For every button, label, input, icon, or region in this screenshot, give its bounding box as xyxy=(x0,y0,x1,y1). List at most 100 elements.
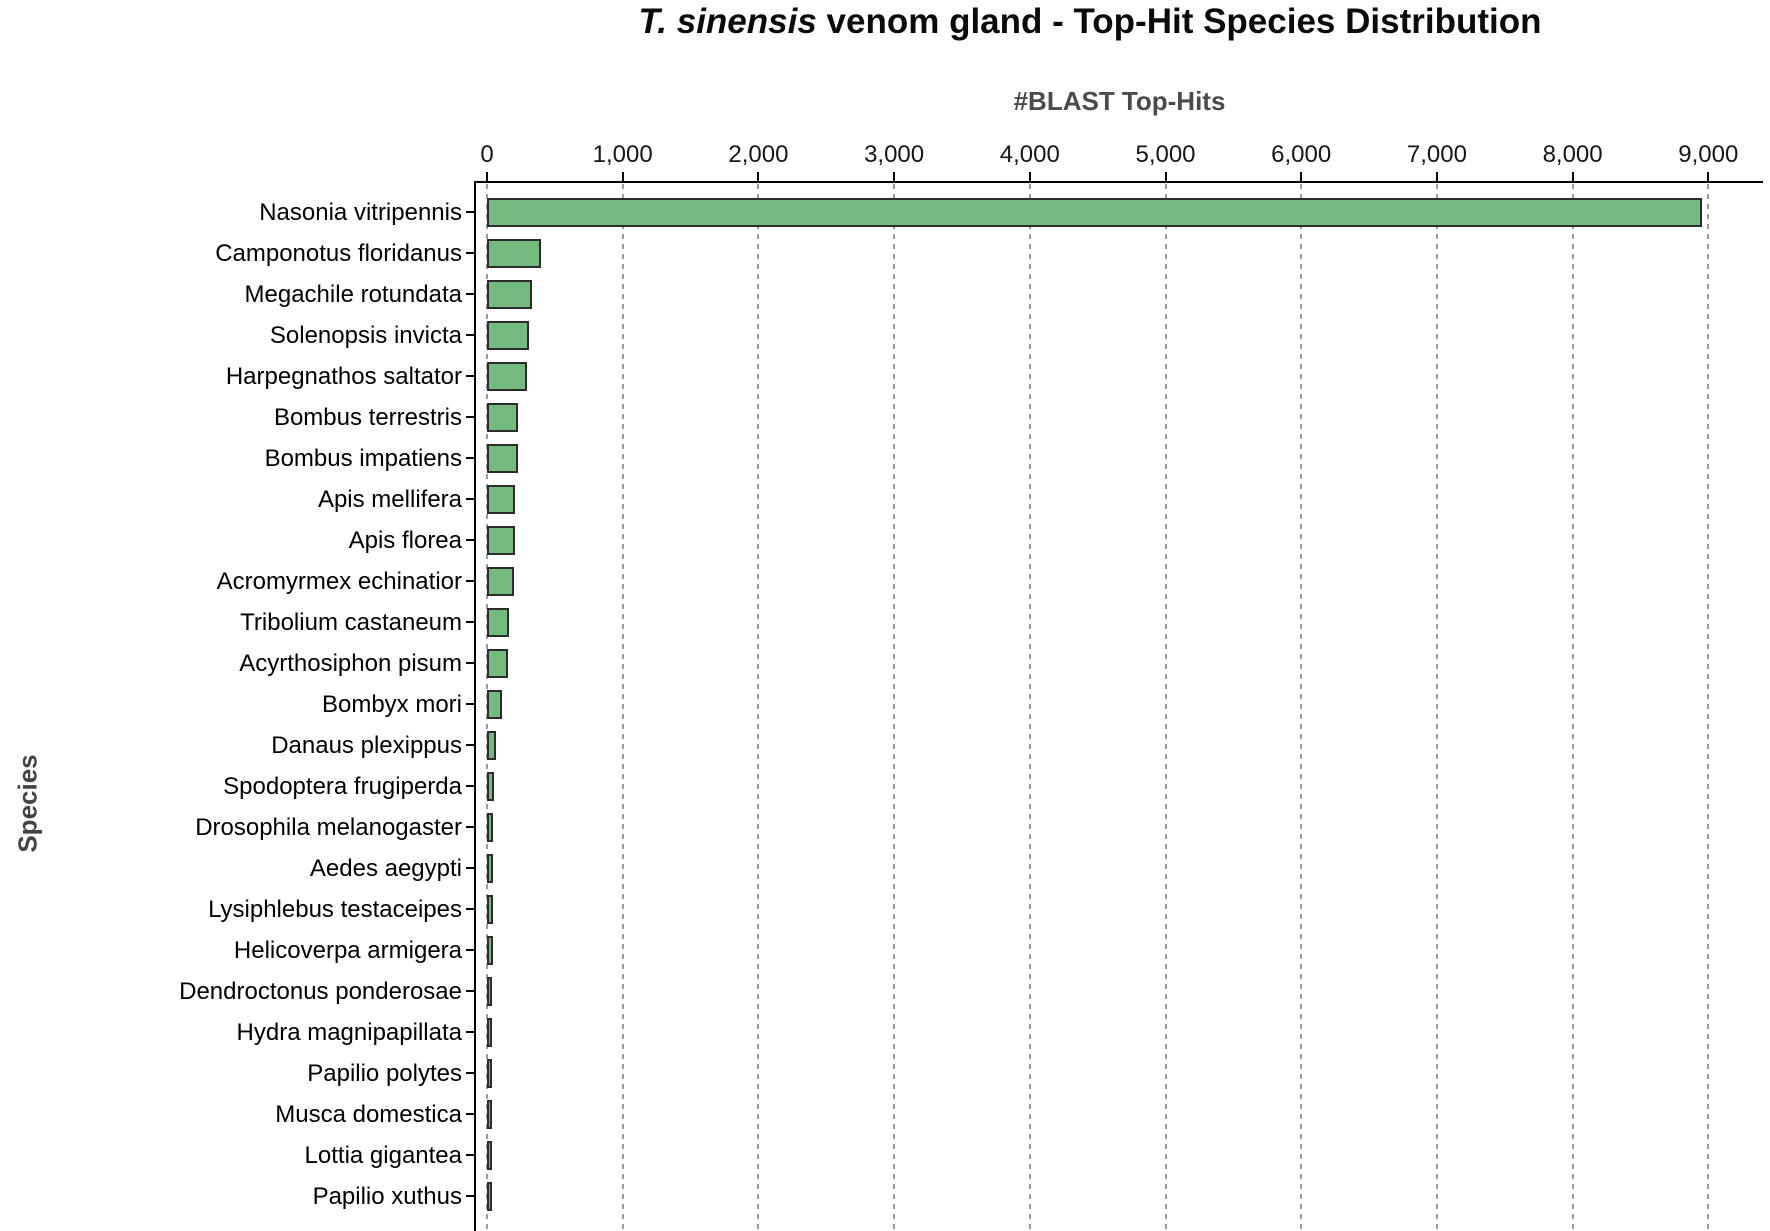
x-tick-mark xyxy=(1164,172,1167,181)
x-tick-mark xyxy=(1435,172,1438,181)
gridline xyxy=(757,184,760,1231)
y-tick-mark xyxy=(466,580,474,582)
gridline xyxy=(1707,184,1710,1231)
y-tick-mark xyxy=(466,703,474,705)
y-tick-mark xyxy=(466,252,474,254)
chart-title-rest: venom gland - Top-Hit Species Distributi… xyxy=(816,2,1542,41)
gridline xyxy=(621,184,624,1231)
bar xyxy=(487,689,502,719)
x-tick-label: 4,000 xyxy=(999,141,1060,168)
bar xyxy=(487,894,493,924)
species-label: Danaus plexippus xyxy=(271,731,462,759)
x-tick-label: 3,000 xyxy=(864,141,925,168)
bar xyxy=(487,402,519,432)
species-label: Lottia gigantea xyxy=(304,1141,462,1169)
bar xyxy=(487,1017,492,1047)
bar xyxy=(487,1099,492,1129)
chart-title-species-name: T. sinensis xyxy=(638,2,817,41)
x-tick-mark xyxy=(757,172,760,181)
bar xyxy=(487,853,493,883)
bar xyxy=(487,238,541,268)
x-tick-mark xyxy=(1028,172,1031,181)
bar xyxy=(487,648,509,678)
species-label: Apis mellifera xyxy=(317,485,462,513)
x-axis-line xyxy=(474,181,1763,183)
bar xyxy=(487,812,494,842)
gridline xyxy=(893,184,896,1231)
y-tick-mark xyxy=(466,293,474,295)
species-label: Acromyrmex echinatior xyxy=(216,567,462,595)
species-label: Musca domestica xyxy=(275,1100,462,1128)
y-tick-mark xyxy=(466,1072,474,1074)
y-tick-mark xyxy=(466,498,474,500)
bar xyxy=(487,1058,492,1088)
gridline xyxy=(1028,184,1031,1231)
species-label: Bombus impatiens xyxy=(264,444,462,472)
species-label: Camponotus floridanus xyxy=(215,239,462,267)
bar xyxy=(487,935,493,965)
bar xyxy=(487,525,515,555)
y-tick-mark xyxy=(466,1031,474,1033)
species-label: Spodoptera frugiperda xyxy=(223,772,462,800)
x-tick-label: 5,000 xyxy=(1135,141,1196,168)
gridline xyxy=(1164,184,1167,1231)
y-tick-mark xyxy=(466,662,474,664)
bar xyxy=(487,484,516,514)
chart-title: T. sinensis venom gland - Top-Hit Specie… xyxy=(420,2,1760,42)
species-label: Apis florea xyxy=(348,526,462,554)
y-axis-title: Species xyxy=(12,754,43,853)
x-tick-mark xyxy=(621,172,624,181)
y-tick-mark xyxy=(466,457,474,459)
x-tick-label: 7,000 xyxy=(1406,141,1467,168)
species-label: Megachile rotundata xyxy=(244,280,462,308)
x-tick-label: 8,000 xyxy=(1542,141,1603,168)
y-tick-mark xyxy=(466,211,474,213)
bar xyxy=(487,443,518,473)
x-tick-label: 9,000 xyxy=(1678,141,1739,168)
species-label: Acyrthosiphon pisum xyxy=(239,649,462,677)
y-tick-mark xyxy=(466,621,474,623)
x-tick-mark xyxy=(893,172,896,181)
x-tick-mark xyxy=(1707,172,1710,181)
y-tick-mark xyxy=(466,1154,474,1156)
y-tick-mark xyxy=(466,908,474,910)
y-tick-mark xyxy=(466,334,474,336)
y-tick-mark xyxy=(466,990,474,992)
y-tick-mark xyxy=(466,867,474,869)
y-tick-mark xyxy=(466,539,474,541)
species-label: Drosophila melanogaster xyxy=(195,813,462,841)
bar xyxy=(487,197,1702,227)
bar xyxy=(487,279,533,309)
x-tick-label: 0 xyxy=(480,141,494,168)
species-label: Papilio polytes xyxy=(307,1059,462,1087)
bar xyxy=(487,320,530,350)
bar xyxy=(487,361,528,391)
species-label: Lysiphlebus testaceipes xyxy=(208,895,462,923)
species-label: Tribolium castaneum xyxy=(240,608,462,636)
bar xyxy=(487,1140,492,1170)
y-tick-mark xyxy=(466,744,474,746)
y-axis-line xyxy=(474,181,476,1231)
species-label: Harpegnathos saltator xyxy=(225,362,462,390)
y-tick-mark xyxy=(466,416,474,418)
species-label: Hydra magnipapillata xyxy=(236,1018,462,1046)
bar xyxy=(487,1181,492,1211)
species-label: Nasonia vitripennis xyxy=(259,198,462,226)
bar xyxy=(487,566,514,596)
x-tick-mark xyxy=(1300,172,1303,181)
gridline xyxy=(1435,184,1438,1231)
x-axis-title: #BLAST Top-Hits xyxy=(1013,86,1226,116)
bar xyxy=(487,771,495,801)
y-tick-mark xyxy=(466,1113,474,1115)
species-label: Dendroctonus ponderosae xyxy=(179,977,462,1005)
species-label: Bombus terrestris xyxy=(273,403,462,431)
species-label: Papilio xuthus xyxy=(312,1182,462,1210)
y-tick-mark xyxy=(466,826,474,828)
x-tick-label: 1,000 xyxy=(592,141,653,168)
x-tick-mark xyxy=(486,172,488,181)
y-tick-mark xyxy=(466,1195,474,1197)
species-label: Aedes aegypti xyxy=(309,854,462,882)
x-tick-label: 2,000 xyxy=(728,141,789,168)
x-tick-label: 6,000 xyxy=(1271,141,1332,168)
